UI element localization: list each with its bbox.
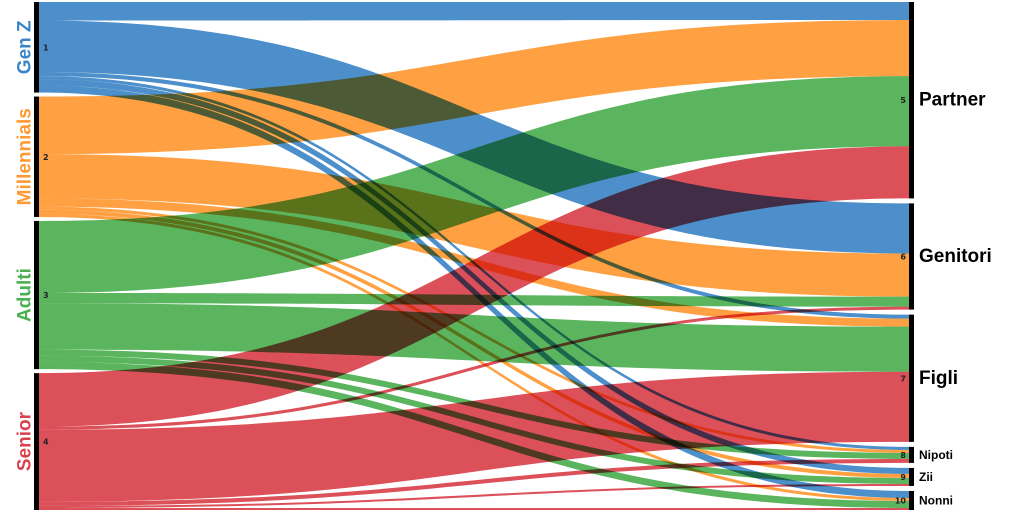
- generation-label-adulti: Adulti: [15, 268, 36, 322]
- node-bar-figli: [909, 314, 914, 442]
- node-bar-zii: [909, 467, 914, 486]
- node-bar-gen-z: [34, 2, 39, 93]
- flow-senior-to-figli: [39, 371, 909, 502]
- flow-millennials-to-genitori: [39, 154, 909, 297]
- flow-gen-z-to-partner: [39, 2, 909, 21]
- flow-senior-to-genitori: [39, 306, 909, 430]
- flow-adulti-to-figli: [39, 303, 909, 372]
- node-id-5: 5: [900, 96, 906, 105]
- relation-label-nonni: Nonni: [919, 493, 953, 507]
- flow-adulti-to-partner: [39, 76, 909, 293]
- node-bar-nonni: [909, 490, 914, 510]
- flow-layer: [39, 2, 909, 510]
- relation-label-genitori: Genitori: [919, 246, 992, 267]
- node-bar-millennials: [34, 96, 39, 217]
- relation-label-figli: Figli: [919, 368, 958, 389]
- node-bar-nipoti: [909, 446, 914, 463]
- node-bar-adulti: [34, 220, 39, 370]
- flow-senior-to-nipoti: [39, 458, 909, 506]
- node-id-8: 8: [900, 451, 906, 460]
- node-id-3: 3: [43, 291, 49, 300]
- node-id-1: 1: [43, 43, 49, 52]
- generation-label-millennials: Millennials: [15, 108, 36, 205]
- node-id-4: 4: [43, 438, 49, 447]
- node-bar-senior: [34, 373, 39, 510]
- flow-senior-to-zii: [39, 483, 909, 508]
- generation-label-gen-z: Gen Z: [15, 20, 36, 74]
- node-id-9: 9: [900, 473, 906, 482]
- node-id-6: 6: [900, 253, 906, 262]
- node-bar-genitori: [909, 203, 914, 310]
- relation-label-partner: Partner: [919, 90, 986, 111]
- flow-millennials-to-partner: [39, 20, 909, 155]
- node-bar-partner: [909, 2, 914, 199]
- flow-senior-to-nonni: [39, 507, 909, 510]
- generation-label-senior: Senior: [15, 411, 36, 471]
- relation-label-zii: Zii: [919, 470, 933, 484]
- node-id-7: 7: [900, 374, 906, 383]
- node-layer: [34, 2, 914, 510]
- relation-label-nipoti: Nipoti: [919, 448, 953, 462]
- node-id-10: 10: [895, 496, 907, 505]
- label-layer: 1 Gen Z 2 Millennials 3 Adulti 4 Senior 5 Partner…: [15, 20, 992, 508]
- node-id-2: 2: [43, 153, 49, 162]
- flow-senior-to-partner: [39, 146, 909, 427]
